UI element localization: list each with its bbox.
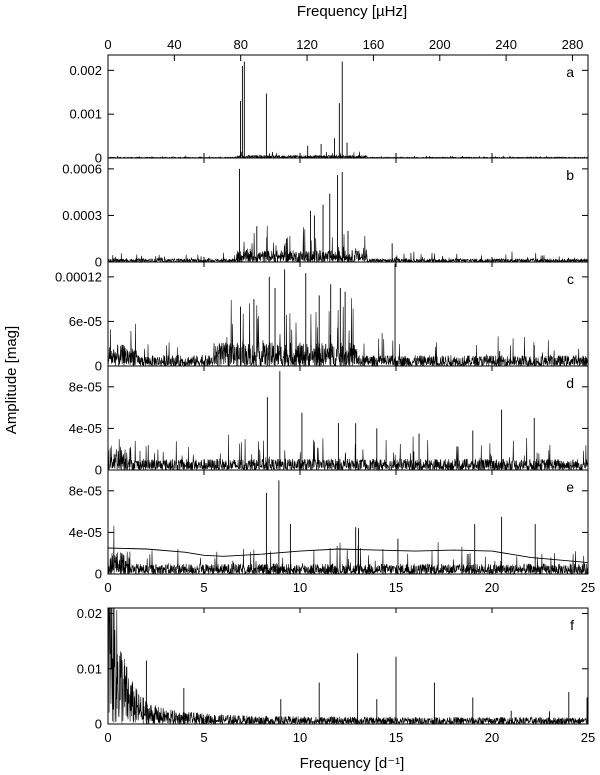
ytick-label-b-2: 0.0006	[62, 161, 102, 176]
panel-frame-d	[107, 365, 589, 471]
ytick-label-a-2: 0.002	[69, 63, 102, 78]
noise-trace-a	[107, 151, 589, 160]
xtick-label-e-1: 5	[200, 580, 207, 595]
panel-b: 0 0.0003 0.0006 b	[62, 157, 589, 270]
panels-group: 0 0.001 0.002 a 0 0.0003 0.0006 b 0 6e-05 0.00012 c…	[55, 37, 595, 745]
ytick-label-e-0: 0	[95, 567, 102, 582]
top-tick-label-2: 80	[233, 37, 247, 52]
ytick-label-d-1: 4e-05	[69, 421, 102, 436]
ytick-label-e-1: 4e-05	[69, 525, 102, 540]
ytick-label-e-2: 8e-05	[69, 483, 102, 498]
panel-letter-a: a	[566, 64, 574, 80]
panel-a: 0 0.001 0.002 a	[69, 54, 589, 166]
ytick-label-d-0: 0	[95, 463, 102, 478]
panel-letter-e: e	[566, 479, 574, 495]
panel-frame-e	[107, 469, 589, 575]
panel-letter-c: c	[567, 271, 574, 287]
top-tick-label-0: 0	[104, 37, 111, 52]
panel-letter-f: f	[570, 617, 574, 633]
xtick-label-e-4: 20	[485, 580, 499, 595]
ytick-label-a-1: 0.001	[69, 107, 102, 122]
noise-trace-f	[108, 607, 589, 726]
noise-trace-d	[107, 434, 589, 472]
xtick-label-f-3: 15	[389, 730, 403, 745]
panel-frame-f	[107, 607, 589, 725]
bottom-axis-title: Frequency [d⁻¹]	[300, 755, 405, 772]
top-tick-label-1: 40	[167, 37, 181, 52]
xtick-label-e-5: 25	[581, 580, 595, 595]
panel-frame-c	[107, 261, 589, 367]
top-axis-title: Frequency [µHz]	[297, 3, 407, 20]
ytick-label-f-2: 0.02	[77, 606, 102, 621]
y-axis-title: Amplitude [mag]	[3, 326, 20, 434]
top-tick-label-3: 120	[296, 37, 318, 52]
noise-trace-e	[107, 525, 589, 575]
noise-trace-c	[107, 298, 589, 368]
panel-letter-b: b	[566, 167, 574, 183]
ytick-label-b-0: 0	[95, 255, 102, 270]
xtick-label-e-2: 10	[293, 580, 307, 595]
ytick-label-c-1: 6e-05	[69, 314, 102, 329]
ytick-label-d-2: 8e-05	[69, 379, 102, 394]
ytick-label-f-1: 0.01	[77, 661, 102, 676]
ytick-label-c-2: 0.00012	[55, 269, 102, 284]
panel-f: 0 0.01 0.02 f 0 5 10 15 20 25	[77, 606, 596, 745]
panel-c: 0 6e-05 0.00012 c	[55, 261, 589, 374]
top-tick-label-4: 160	[363, 37, 385, 52]
panel-e: 0 4e-05 8e-05 e 0 5 10 15 20 25	[69, 469, 595, 595]
top-tick-label-5: 200	[429, 37, 451, 52]
panel-d: 0 4e-05 8e-05 d	[69, 365, 589, 478]
xtick-label-f-1: 5	[200, 730, 207, 745]
top-tick-label-6: 240	[495, 37, 517, 52]
xtick-label-f-2: 10	[293, 730, 307, 745]
top-tick-label-7: 280	[562, 37, 584, 52]
panel-frame-a	[107, 54, 589, 159]
ytick-label-a-0: 0	[95, 151, 102, 166]
threshold-curve-e	[107, 547, 589, 564]
panel-letter-d: d	[566, 375, 574, 391]
xtick-label-e-3: 15	[389, 580, 403, 595]
ytick-label-b-1: 0.0003	[62, 208, 102, 223]
xtick-label-f-4: 20	[485, 730, 499, 745]
xtick-label-f-0: 0	[104, 730, 111, 745]
ytick-label-f-0: 0	[95, 717, 102, 732]
ytick-label-c-0: 0	[95, 359, 102, 374]
xtick-label-f-5: 25	[581, 730, 595, 745]
xtick-label-e-0: 0	[104, 580, 111, 595]
